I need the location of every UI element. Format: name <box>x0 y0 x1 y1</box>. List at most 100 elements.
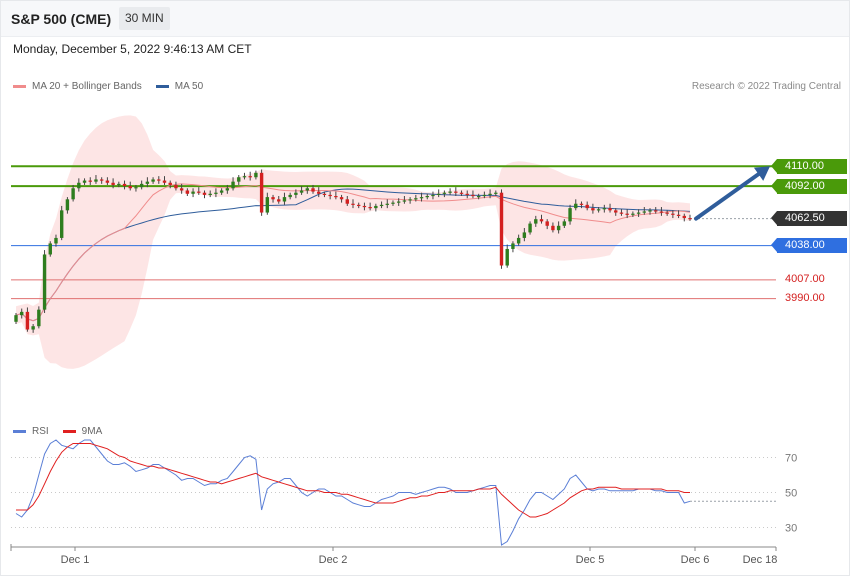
candle-body <box>305 188 310 191</box>
candle-body <box>71 188 75 200</box>
candle-body <box>20 311 24 316</box>
legend-swatch <box>62 430 76 433</box>
candle-body <box>534 219 538 224</box>
legend-item-ma20-bollinger: MA 20 + Bollinger Bands <box>13 81 142 92</box>
candle-body <box>157 179 161 181</box>
candle-body <box>631 213 635 215</box>
candle-body <box>328 194 332 197</box>
legend-swatch <box>13 85 26 88</box>
candle-body <box>419 197 424 199</box>
candle-body <box>614 210 618 213</box>
interval-badge[interactable]: 30 MIN <box>119 7 170 30</box>
candle-body <box>294 192 298 195</box>
candle-body <box>37 309 41 327</box>
candle-body <box>585 204 589 209</box>
candle-body <box>48 243 52 255</box>
legend-label: 9MA <box>81 426 103 437</box>
candle-body <box>185 190 190 194</box>
legend-label: MA 50 <box>174 81 204 92</box>
candle-body <box>111 182 115 185</box>
candle-body <box>431 194 435 197</box>
candle-body <box>522 232 527 238</box>
candle-body <box>128 186 132 189</box>
x-tick-label: Dec 5 <box>576 554 605 566</box>
candle-body <box>528 223 532 233</box>
candle-body <box>596 209 601 211</box>
candle-body <box>671 213 675 215</box>
candle-body <box>191 191 195 194</box>
chart-header: S&P 500 (CME) 30 MIN <box>0 0 850 37</box>
candle-body <box>676 214 681 216</box>
candle-body <box>391 202 395 204</box>
candle-body <box>551 225 555 231</box>
candle-body <box>271 197 275 200</box>
copyright: Research © 2022 Trading Central <box>691 81 841 92</box>
legend-swatch <box>155 85 169 88</box>
candle-body <box>345 199 349 204</box>
candle-body <box>122 183 127 187</box>
candle-body <box>556 225 561 231</box>
candle-body <box>265 197 270 213</box>
candle-body <box>408 199 412 201</box>
candle-body <box>134 187 138 189</box>
candle-body <box>505 248 509 266</box>
candle-body <box>311 188 315 192</box>
candle-body <box>362 205 367 208</box>
candle-body <box>511 243 515 249</box>
candle-body <box>214 192 218 194</box>
candle-body <box>385 203 389 205</box>
candle-body <box>168 182 172 185</box>
candle-body <box>259 172 264 213</box>
timestamp: Monday, December 5, 2022 9:46:13 AM CET <box>13 42 252 56</box>
candle-body <box>14 315 18 322</box>
candle-body <box>94 179 98 182</box>
rsi-tick-label: 30 <box>785 523 797 535</box>
candle-body <box>242 176 247 178</box>
bollinger-band-area <box>16 115 690 369</box>
candle-body <box>65 199 70 211</box>
level-tag-label: 4092.00 <box>785 179 825 192</box>
candle-body <box>54 237 58 244</box>
candle-body <box>574 203 578 209</box>
legend-item-rsi: RSI <box>13 426 49 437</box>
candle-body <box>454 191 458 193</box>
candle-body <box>665 212 669 214</box>
candle-body <box>77 182 81 189</box>
candle-body <box>414 198 418 200</box>
level-tag-4007-00: 4007.00 <box>785 273 825 285</box>
rsi-tick-label: 50 <box>785 488 797 500</box>
candle-body <box>357 204 361 207</box>
candle-body <box>688 218 692 220</box>
candle-body <box>425 196 429 198</box>
ma50-line <box>15 188 691 322</box>
candle-body <box>568 208 572 222</box>
candle-body <box>202 192 207 195</box>
candle-body <box>42 254 47 310</box>
candle-body <box>642 211 647 213</box>
legend-item-ma50: MA 50 <box>155 81 204 92</box>
candle-body <box>648 210 652 212</box>
candle-body <box>174 184 178 189</box>
candle-body <box>602 208 607 210</box>
candle-body <box>282 197 287 202</box>
level-tag-label: 4007.00 <box>785 272 825 285</box>
x-tick-label: Dec 18 <box>743 554 778 566</box>
candle-body <box>334 196 338 198</box>
forecast-arrow-head <box>753 166 770 181</box>
candle-body <box>139 183 144 188</box>
main-legend: MA 20 + Bollinger Bands MA 50 <box>13 81 217 92</box>
candle-body <box>317 191 321 194</box>
level-tag-label: 4110.00 <box>785 159 824 172</box>
legend-item-9ma: 9MA <box>62 426 103 437</box>
candle-body <box>482 194 487 197</box>
candle-body <box>488 193 492 195</box>
candle-body <box>99 179 104 181</box>
chart-title: S&P 500 (CME) <box>11 11 112 27</box>
candle-body <box>539 219 544 222</box>
candle-body <box>659 211 664 213</box>
candle-body <box>436 193 441 195</box>
x-tick-label: Dec 2 <box>319 554 348 566</box>
candle-body <box>237 177 241 182</box>
candle-body <box>254 172 258 178</box>
